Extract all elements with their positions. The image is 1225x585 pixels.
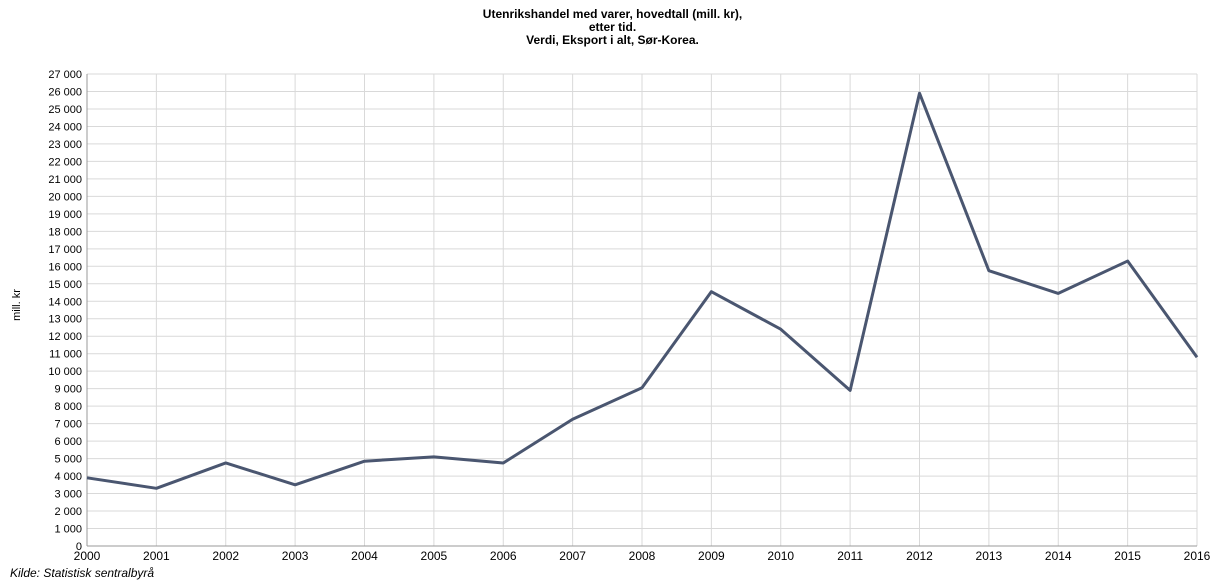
x-tick-label: 2015 <box>1114 549 1141 563</box>
y-tick-label: 4 000 <box>54 471 82 483</box>
x-tick-label: 2008 <box>629 549 656 563</box>
y-tick-label: 27 000 <box>48 69 82 81</box>
y-tick-label: 11 000 <box>49 349 82 361</box>
series-line <box>86 91 1199 490</box>
y-tick-label: 0 <box>76 541 82 553</box>
x-tick-label: 2007 <box>559 549 586 563</box>
y-tick-label: 5 000 <box>54 454 82 466</box>
y-tick-label: 20 000 <box>48 191 82 203</box>
x-tick-label: 2002 <box>212 549 239 563</box>
x-tick-label: 2013 <box>976 549 1003 563</box>
y-tick-label: 6 000 <box>54 436 82 448</box>
x-tick-label: 2009 <box>698 549 725 563</box>
x-tick-label: 2011 <box>837 549 863 563</box>
y-tick-label: 7 000 <box>54 419 82 431</box>
y-tick-label: 1 000 <box>54 524 82 536</box>
x-tick-label: 2003 <box>282 549 309 563</box>
y-tick-label: 13 000 <box>48 314 82 326</box>
x-tick-label: 2005 <box>421 549 448 563</box>
x-tick-label: 2001 <box>143 549 170 563</box>
series-lines <box>86 91 1199 490</box>
source-note: Kilde: Statistisk sentralbyrå <box>10 566 155 580</box>
x-tick-label: 2006 <box>490 549 517 563</box>
y-tick-label: 24 000 <box>48 121 82 133</box>
x-tick-label: 2016 <box>1184 549 1211 563</box>
axes <box>86 74 1197 547</box>
chart-title: Utenrikshandel med varer, hovedtall (mil… <box>0 8 1225 47</box>
y-tick-label: 2 000 <box>54 506 82 518</box>
y-tick-label: 26 000 <box>48 86 82 98</box>
x-tick-label: 2010 <box>767 549 794 563</box>
y-tick-label: 12 000 <box>48 331 82 343</box>
x-tick-labels: 2000 2001 2002 2003 2004 2005 2006 2007 2008 2009… <box>74 549 1211 563</box>
y-axis-label: mill. kr <box>11 289 23 321</box>
chart-title-line-1: Utenrikshandel med varer, hovedtall (mil… <box>482 7 743 21</box>
chart-title-line-3: Verdi, Eksport i alt, Sør-Korea. <box>526 33 699 47</box>
y-tick-label: 16 000 <box>48 261 82 273</box>
y-tick-label: 17 000 <box>48 244 82 256</box>
x-tick-label: 2014 <box>1045 549 1072 563</box>
y-tick-labels: 0 1 000 2 000 3 000 4 000 5 000 6 000 7 000 8 00… <box>48 69 82 553</box>
y-tick-label: 8 000 <box>54 401 82 413</box>
chart-title-line-2: etter tid. <box>588 20 637 34</box>
y-tick-label: 9 000 <box>54 384 82 396</box>
x-tick-label: 2004 <box>351 549 378 563</box>
x-tick-label: 2000 <box>74 549 101 563</box>
y-tick-label: 25 000 <box>48 104 82 116</box>
y-tick-label: 10 000 <box>48 366 82 378</box>
y-tick-label: 3 000 <box>54 489 82 501</box>
y-tick-label: 19 000 <box>48 209 82 221</box>
y-tick-label: 23 000 <box>48 139 82 151</box>
grid-lines <box>86 73 1198 547</box>
y-tick-label: 22 000 <box>48 156 82 168</box>
y-tick-label: 15 000 <box>48 279 82 291</box>
y-tick-label: 18 000 <box>48 226 82 238</box>
y-tick-label: 14 000 <box>48 296 82 308</box>
y-tick-label: 21 000 <box>48 174 82 186</box>
x-tick-label: 2012 <box>906 549 933 563</box>
